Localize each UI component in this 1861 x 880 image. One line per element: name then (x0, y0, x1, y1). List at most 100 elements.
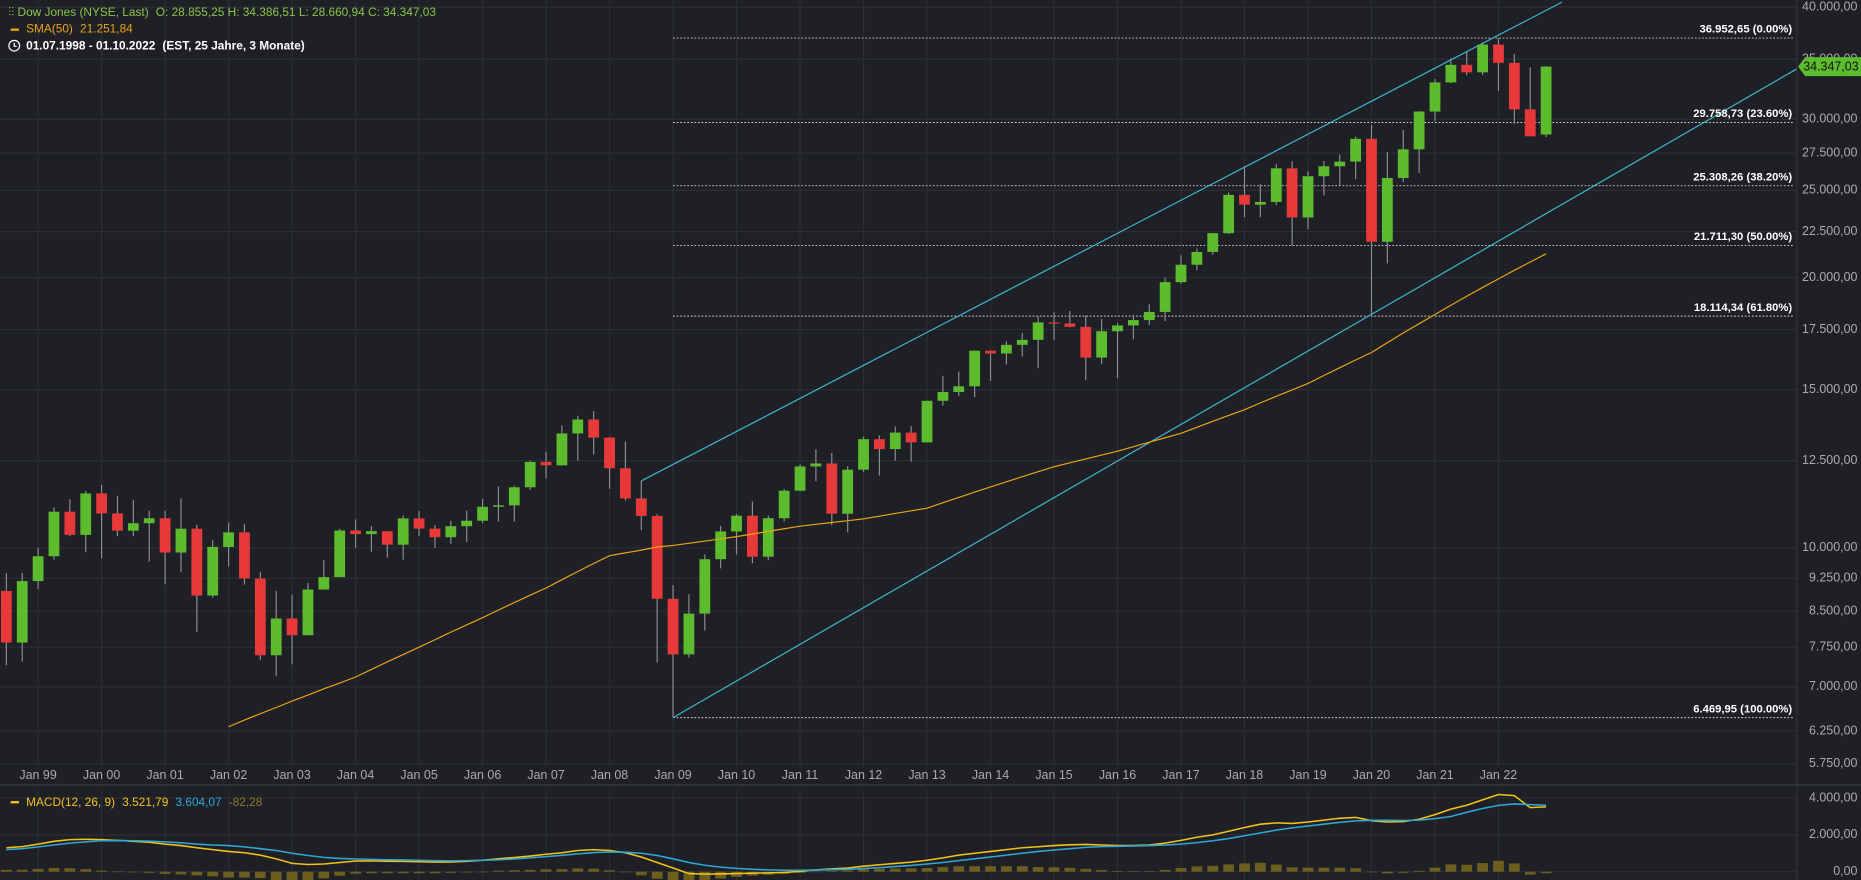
x-tick-label: Jan 08 (591, 768, 628, 782)
x-tick-label: Jan 22 (1480, 768, 1517, 782)
x-tick-label: Jan 12 (845, 768, 882, 782)
candle-body (1191, 251, 1203, 265)
candle-body (397, 518, 409, 545)
candle-body (1381, 177, 1393, 242)
histogram-bar (1191, 866, 1203, 872)
candle-body (1016, 339, 1028, 345)
histogram-bar (350, 871, 361, 874)
x-tick-label: Jan 03 (273, 768, 310, 782)
candle-body (572, 419, 584, 434)
histogram-bar (635, 871, 647, 876)
histogram-bar (572, 868, 584, 872)
histogram-bar (461, 871, 473, 873)
candle-body (1175, 264, 1187, 283)
clock-icon (8, 39, 21, 52)
fib-label: 36.952,65 (0.00%) (1699, 24, 1792, 36)
candle-body (191, 528, 203, 596)
histogram-bar (937, 867, 949, 872)
candle-body (1112, 325, 1123, 332)
histogram-bar (254, 871, 266, 879)
candle-body (858, 439, 869, 470)
histogram-bar (318, 871, 330, 879)
histogram-bar (1366, 871, 1377, 873)
candle-body (667, 598, 679, 655)
candle-body (1350, 138, 1362, 162)
macd-line (6, 803, 1547, 872)
candle-body (286, 618, 298, 636)
candle-body (921, 400, 933, 443)
y-tick-label: 0,00 (1833, 864, 1857, 878)
histogram-value: -82,28 (229, 795, 263, 809)
candle-body (1493, 44, 1504, 63)
candle-body (683, 613, 695, 655)
candle-body (1366, 138, 1377, 242)
fib-label: 6.469,95 (100.00%) (1693, 703, 1792, 715)
histogram-bar (1239, 863, 1250, 872)
candle-body (508, 487, 520, 506)
y-tick-label: 9.250,00 (1809, 570, 1858, 584)
histogram-bar (239, 871, 250, 878)
instrument-name: Dow Jones (NYSE, Last) (18, 5, 149, 19)
histogram-bar (445, 871, 457, 873)
candle-body (1159, 282, 1171, 312)
candle-body (112, 513, 123, 531)
x-tick-label: Jan 10 (718, 768, 755, 782)
candle-body (159, 518, 171, 553)
histogram-bar (699, 871, 711, 880)
candle-body (762, 518, 774, 557)
candle-body (794, 466, 806, 491)
candle-body (1207, 233, 1219, 252)
candle-body (1032, 322, 1044, 340)
candle-body (64, 511, 76, 535)
sma-value: 21.251,84 (80, 22, 133, 36)
histogram-bar (842, 870, 854, 872)
candle-body (969, 350, 981, 387)
candle-body (715, 531, 727, 560)
histogram-bar (175, 871, 187, 875)
y-tick-label: 7.750,00 (1809, 639, 1858, 653)
candle-body (413, 518, 425, 529)
x-tick-label: Jan 05 (400, 768, 437, 782)
histogram-bar (953, 866, 965, 872)
histogram-bar (1318, 867, 1330, 872)
candle-body (445, 526, 457, 538)
candle-body (175, 528, 187, 553)
y-tick-label: 8.500,00 (1809, 603, 1858, 617)
candle-body (1429, 82, 1441, 112)
candle-body (1334, 161, 1346, 167)
candle-body (239, 532, 250, 579)
candle-body (889, 432, 901, 450)
candle-body (1064, 323, 1076, 327)
histogram-bar (1540, 871, 1552, 874)
histogram-bar (826, 870, 838, 872)
histogram-bar (683, 871, 695, 880)
histogram-bar (1477, 863, 1489, 872)
histogram-bar (1207, 865, 1219, 872)
y-tick-label: 10.000,00 (1802, 540, 1857, 554)
histogram-bar (127, 871, 139, 873)
clock-hand (13, 42, 17, 47)
histogram-bar (493, 870, 504, 872)
candle-body (1286, 168, 1298, 218)
histogram-bar (1127, 871, 1139, 872)
candle-body (32, 556, 44, 582)
marks (0, 1, 1798, 880)
candle-body (1524, 109, 1536, 137)
y-tick-label: 40.000,00 (1802, 0, 1857, 13)
y-tick-label: 25.000,00 (1802, 183, 1857, 197)
y-tick-label: 12.500,00 (1802, 453, 1857, 467)
histogram-bar (794, 871, 806, 873)
grid (0, 0, 1797, 880)
histogram-bar (1080, 868, 1092, 872)
histogram-bar (1270, 864, 1282, 872)
histogram-bar (16, 869, 28, 872)
candle-body (842, 469, 854, 514)
macd-swatch (10, 801, 19, 804)
histogram-bar (921, 868, 933, 872)
histogram-bar (969, 866, 981, 872)
histogram-bar (604, 870, 615, 872)
histogram-bar (651, 871, 663, 879)
candle-body (1223, 194, 1235, 234)
histogram-bar (1429, 867, 1441, 872)
histogram-bar (477, 871, 488, 873)
